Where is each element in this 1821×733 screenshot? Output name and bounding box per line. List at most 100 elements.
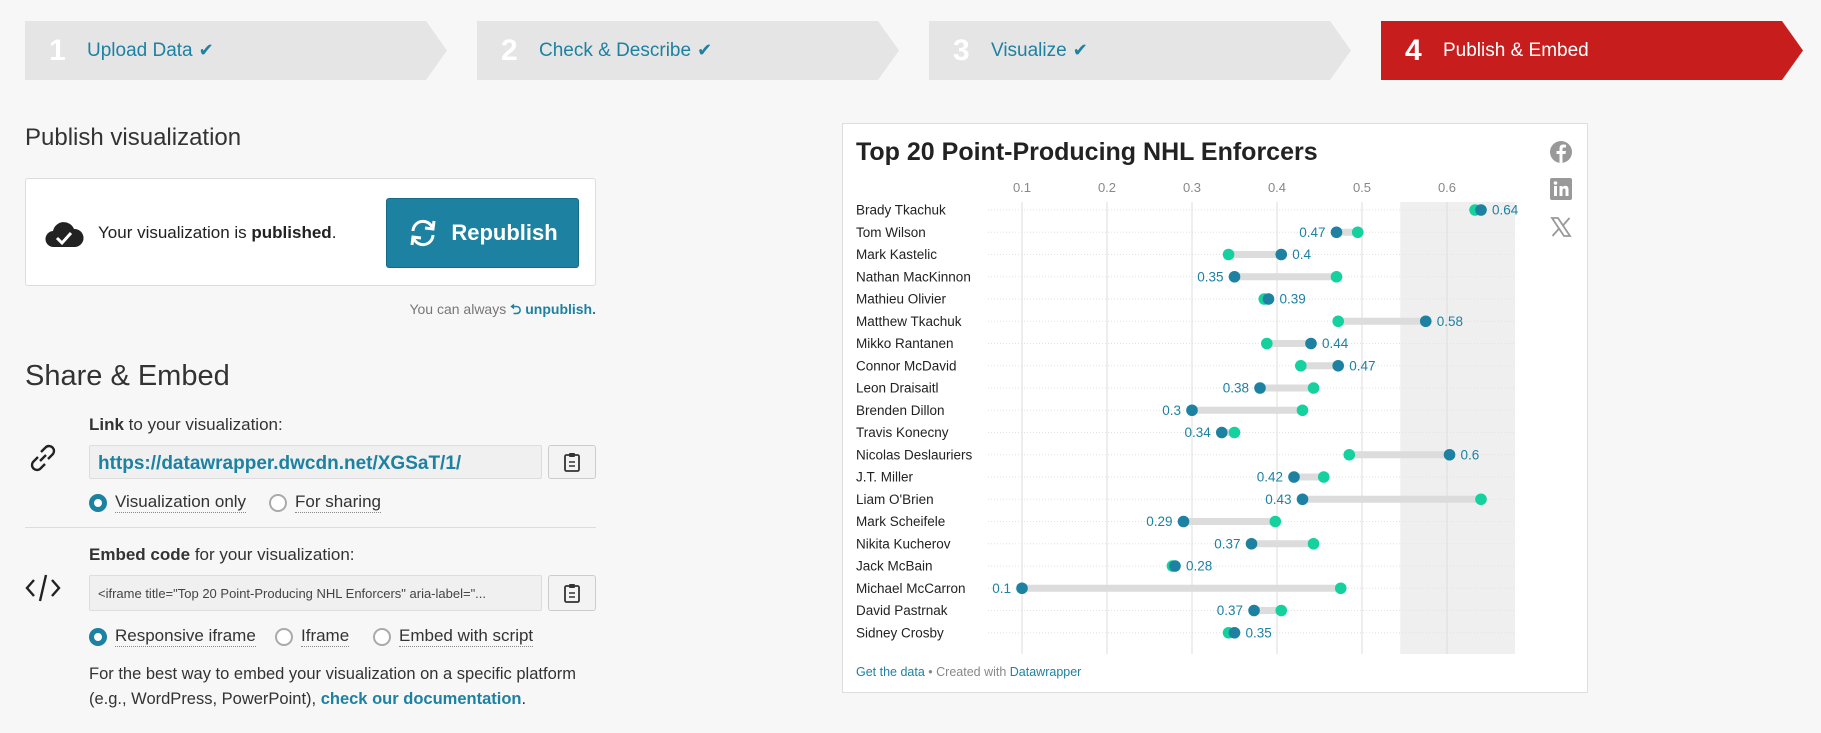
row-label: Matthew Tkachuk [856,314,962,329]
embed-code-field[interactable]: <iframe title="Top 20 Point-Producing NH… [89,575,542,611]
green-dot [1296,404,1309,417]
green-dot [1330,270,1343,283]
row-label: Tom Wilson [856,225,926,240]
value-label: 0.3 [1162,403,1181,418]
dot-range-chart: 0.1 0.2 0.3 0.4 0.5 0.6 Brady Tkachuk 0.64 Tom W… [856,180,1519,654]
green-dot [1269,515,1282,528]
radio-selected[interactable] [89,493,107,512]
linkedin-icon[interactable] [1548,176,1574,202]
row-label: J.T. Miller [856,470,914,485]
publish-heading: Publish visualization [25,124,242,151]
checkmark-icon: ✔ [697,40,713,60]
cloud-check-icon [45,222,84,248]
row-label: Brady Tkachuk [856,203,946,218]
republish-button[interactable]: Republish [386,198,579,268]
blue-dot [1330,226,1343,239]
documentation-link[interactable]: check our documentation [320,690,522,708]
radio-unselected[interactable] [275,627,293,646]
radio-unselected[interactable] [269,493,287,512]
value-label: 0.35 [1197,269,1223,284]
green-dot [1475,493,1487,506]
value-label: 0.28 [1186,559,1212,574]
blue-dot [1228,270,1241,283]
green-dot [1222,248,1235,261]
row-label: Leon Draisaitl [856,381,939,396]
row-label: Mark Scheifele [856,514,945,529]
publish-status-text: Your visualization is published. [98,223,337,242]
value-label: 0.58 [1437,314,1463,329]
copy-embed-button[interactable] [548,575,596,611]
green-dot [1275,604,1288,617]
step-visualize[interactable]: 3 Visualize ✔ [929,21,1351,80]
value-label: 0.47 [1349,358,1375,373]
embed-label: Embed code for your visualization: [89,545,355,564]
embed-option-responsive-iframe[interactable]: Responsive iframe [89,626,256,647]
radio-unselected[interactable] [373,627,391,646]
row-label: Connor McDavid [856,358,957,373]
value-label: 0.4 [1292,247,1311,262]
embed-option-iframe[interactable]: Iframe [275,626,350,647]
x-tick-label: 0.5 [1353,180,1371,195]
workflow-steps: 1 Upload Data ✔ 2 Check & Describe ✔ 3 V… [25,21,1803,80]
embed-option-embed-with-script[interactable]: Embed with script [373,626,534,647]
step-number: 4 [1405,33,1422,67]
x-tick-label: 0.1 [1013,180,1031,195]
row-label: Michael McCarron [856,581,966,596]
unpublish-hint: You can always ⮌ unpublish. [409,301,596,317]
x-tick-label: 0.6 [1438,180,1456,195]
blue-dot [1016,582,1028,595]
datawrapper-link[interactable]: Datawrapper [1009,665,1082,679]
step-publish-embed[interactable]: 4 Publish & Embed [1381,21,1803,80]
clipboard-icon [564,453,580,472]
green-dot [1332,315,1344,328]
row-label: Liam O'Brien [856,492,934,507]
value-label: 0.38 [1223,381,1249,396]
x-tick-label: 0.2 [1098,180,1116,195]
value-label: 0.39 [1280,292,1306,307]
checkmark-icon: ✔ [198,40,214,60]
value-label: 0.47 [1299,225,1325,240]
chart-footer: Get the data • Created with Datawrapper [856,665,1082,679]
share-url-field[interactable]: https://datawrapper.dwcdn.net/XGSaT/1/ [89,445,542,479]
chart-title: Top 20 Point-Producing NHL Enforcers [856,138,1318,166]
value-label: 0.37 [1217,603,1243,618]
link-option-for-sharing[interactable]: For sharing [269,492,381,513]
link-label: Link to your visualization: [89,415,283,434]
blue-dot [1177,515,1190,528]
green-dot [1228,426,1241,439]
step-upload-data[interactable]: 1 Upload Data ✔ [25,21,447,80]
get-the-data-link[interactable]: Get the data [856,665,925,679]
blue-dot [1296,493,1309,506]
radio-selected[interactable] [89,627,107,646]
link-option-visualization-only[interactable]: Visualization only [89,492,247,513]
step-label: Publish & Embed [1443,39,1589,61]
blue-dot [1215,426,1228,439]
value-label: 0.37 [1214,536,1240,551]
blue-dot [1248,604,1260,617]
row-label: Nikita Kucherov [856,536,951,551]
value-label: 0.34 [1184,425,1211,440]
row-label: Mikko Rantanen [856,336,954,351]
unpublish-link[interactable]: ⮌ unpublish. [510,301,596,317]
blue-dot [1228,626,1241,639]
step-label: Upload Data [87,39,193,61]
refresh-icon [410,219,436,247]
value-label: 0.42 [1257,470,1283,485]
row-label: Mark Kastelic [856,247,937,262]
row-label: David Pastrnak [856,603,948,618]
step-number: 2 [501,33,518,67]
green-dot [1307,537,1320,550]
blue-dot [1475,204,1487,216]
green-dot [1261,337,1273,350]
row-label: Brenden Dillon [856,403,945,418]
publish-status-box: Your visualization is published. Republi… [25,178,596,286]
green-dot [1343,448,1356,461]
step-check-describe[interactable]: 2 Check & Describe ✔ [477,21,899,80]
facebook-icon[interactable] [1548,139,1574,165]
x-twitter-icon[interactable] [1548,214,1574,240]
highlight-band [1400,202,1515,654]
row-label: Mathieu Olivier [856,292,947,307]
copy-link-button[interactable] [548,445,596,479]
value-label: 0.35 [1246,625,1272,640]
row-label: Nicolas Deslauriers [856,447,973,462]
